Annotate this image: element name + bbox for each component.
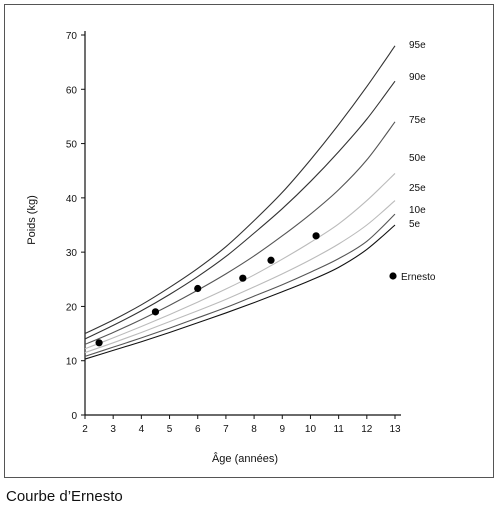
percentile-curves bbox=[84, 45, 396, 360]
y-tick-label: 20 bbox=[66, 302, 78, 313]
y-tick-label: 70 bbox=[66, 31, 78, 42]
figure-caption: Courbe d’Ernesto bbox=[6, 488, 123, 505]
percentile-labels: 95e 90e 75e 50e 25e 10e 5e bbox=[409, 40, 426, 230]
legend: Ernesto bbox=[389, 272, 436, 283]
curve-95e bbox=[84, 45, 396, 335]
curve-label-5e: 5e bbox=[409, 219, 421, 230]
chart-frame: 0 10 20 30 40 50 60 70 2 3 4 5 6 7 8 9 10 11 12 13 95e 90e 75… bbox=[4, 4, 494, 478]
curve-label-90e: 90e bbox=[409, 72, 426, 83]
x-axis-label: Âge (années) bbox=[212, 452, 278, 465]
curve-75e bbox=[84, 121, 396, 345]
x-tick-label: 13 bbox=[389, 424, 401, 435]
x-tick-label: 9 bbox=[279, 424, 285, 435]
ernesto-point bbox=[239, 274, 247, 282]
ernesto-point bbox=[194, 284, 202, 293]
curve-label-50e: 50e bbox=[409, 153, 426, 164]
curve-25e bbox=[84, 200, 396, 354]
x-tick-label: 10 bbox=[305, 424, 317, 435]
x-tick-label: 11 bbox=[333, 424, 344, 435]
curve-50e bbox=[84, 173, 396, 350]
x-tick-label: 8 bbox=[251, 424, 257, 435]
curve-label-95e: 95e bbox=[409, 40, 426, 51]
ernesto-point bbox=[312, 232, 320, 240]
y-tick-label: 10 bbox=[66, 357, 78, 368]
growth-chart: 0 10 20 30 40 50 60 70 2 3 4 5 6 7 8 9 10 11 12 13 95e 90e 75… bbox=[26, 31, 436, 465]
curve-label-75e: 75e bbox=[409, 115, 426, 126]
curve-label-25e: 25e bbox=[409, 183, 426, 194]
curve-10e bbox=[84, 213, 396, 357]
y-tick-label: 0 bbox=[71, 411, 77, 422]
x-tick-label: 4 bbox=[139, 424, 145, 435]
y-tick-label: 50 bbox=[66, 140, 78, 151]
x-tick-label: 5 bbox=[167, 424, 173, 435]
curve-90e bbox=[84, 80, 396, 340]
ernesto-point bbox=[95, 339, 103, 347]
y-tick-label: 30 bbox=[66, 248, 78, 259]
ernesto-point bbox=[151, 308, 160, 316]
legend-marker bbox=[389, 272, 397, 280]
legend-label: Ernesto bbox=[401, 272, 436, 283]
x-tick-label: 6 bbox=[195, 424, 201, 435]
curve-5e bbox=[84, 224, 396, 360]
y-tick-label: 40 bbox=[66, 194, 78, 205]
ernesto-points bbox=[95, 232, 320, 347]
x-tick-label: 12 bbox=[361, 424, 373, 435]
curve-label-10e: 10e bbox=[409, 205, 426, 216]
x-tick-label: 7 bbox=[223, 424, 229, 435]
ernesto-point bbox=[267, 256, 275, 264]
y-tick-label: 60 bbox=[66, 85, 78, 96]
y-axis-label: Poids (kg) bbox=[26, 195, 38, 245]
chart-axes: 0 10 20 30 40 50 60 70 2 3 4 5 6 7 8 9 10 11 12 13 bbox=[66, 31, 401, 435]
x-tick-label: 3 bbox=[110, 424, 116, 435]
x-tick-label: 2 bbox=[82, 424, 88, 435]
